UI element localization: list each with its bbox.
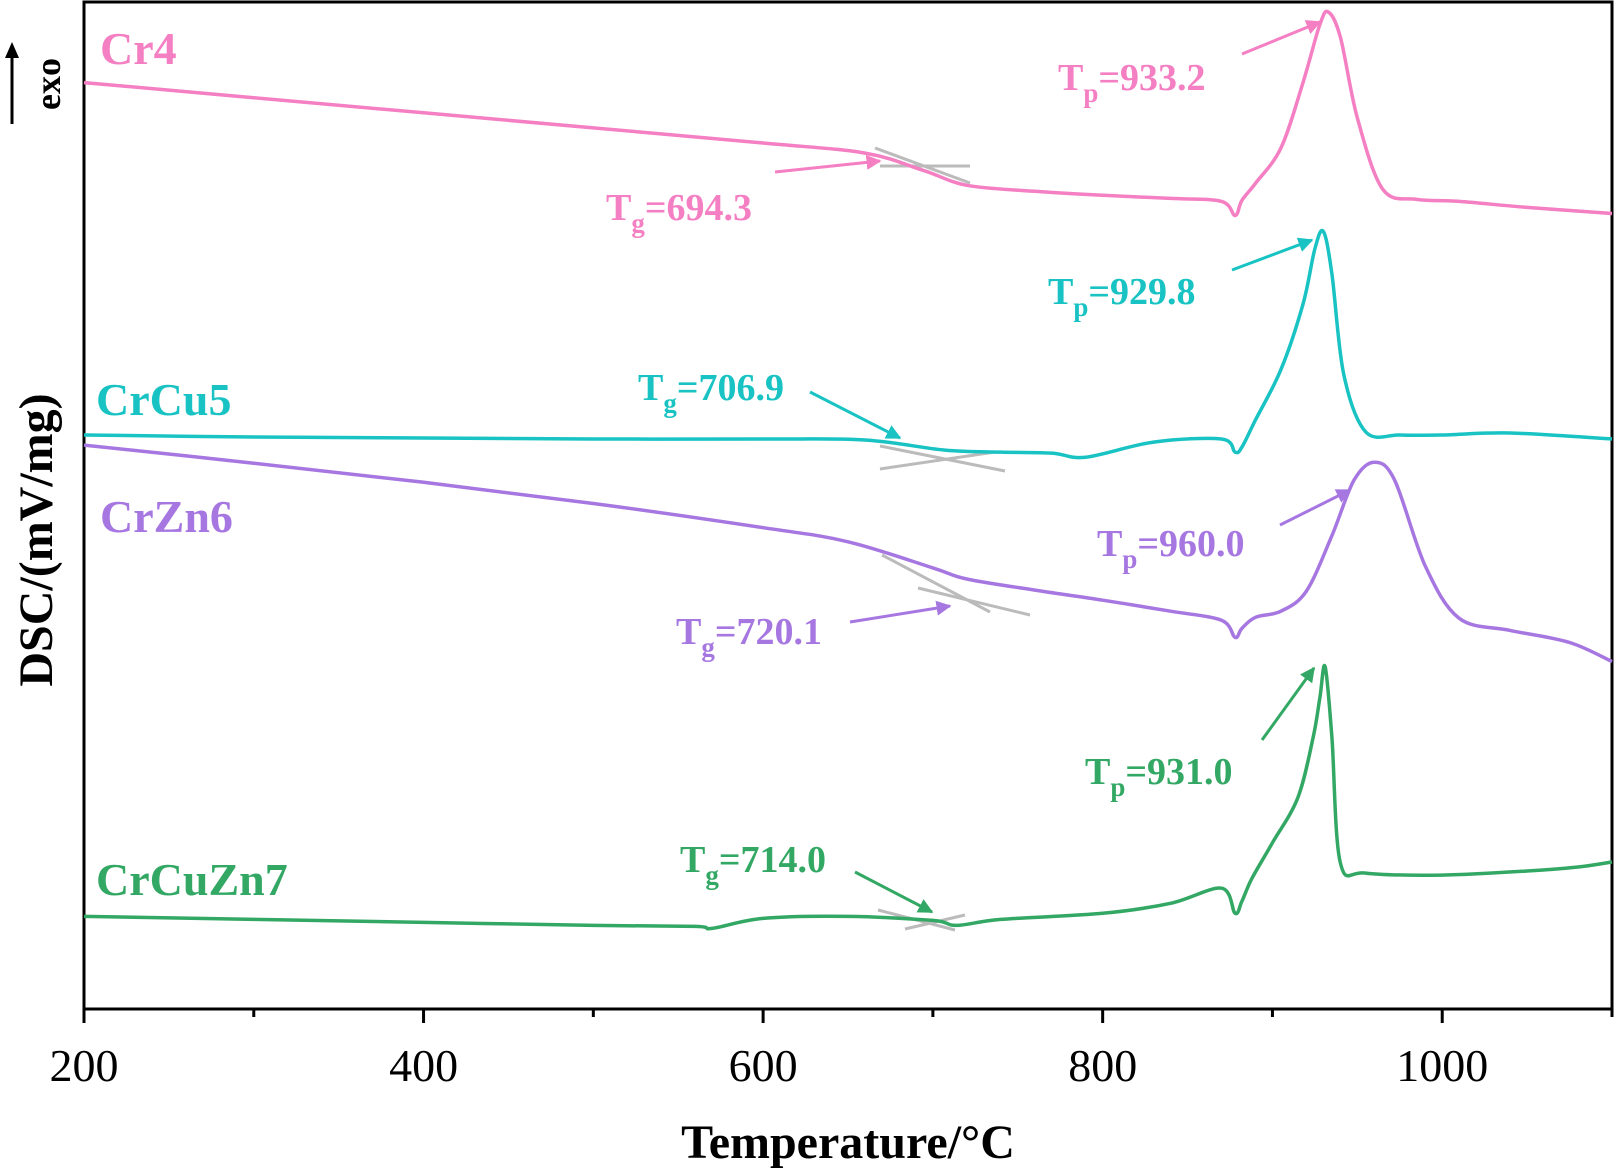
arrow-crcuzn7-tg [854,870,934,914]
annot-cr4-tp: Tp=933.2 [1058,57,1206,108]
tangent-crzn6-a [881,553,991,614]
exo-label: exo [28,58,68,110]
series-label-crcu5: CrCu5 [96,374,231,425]
x-axis-ticks [82,1009,1614,1023]
arrow-cr4-tp [1241,20,1322,56]
annot-crzn6-tp: Tp=960.0 [1097,523,1245,574]
exo-arrow-head [5,42,19,58]
exo-indicator: exo [5,42,68,124]
series-line-cr4 [83,9,1613,218]
annot-crzn6-tg: Tg=720.1 [676,611,822,662]
x-axis-title: Temperature/°C [681,1116,1015,1169]
x-tick-label-1000: 1000 [1396,1040,1488,1091]
series-line-crzn6 [83,443,1613,664]
annot-crcu5-tg: Tg=706.9 [638,367,784,418]
annot-crcu5-tp: Tp=929.8 [1048,271,1196,322]
arrow-crzn6-tg [849,600,952,624]
x-tick-label-400: 400 [389,1040,458,1091]
arrow-crcu5-tg [809,390,902,440]
tangent-crzn6-b [917,586,1031,617]
arrow-cr4-tg [774,154,882,174]
series-line-crcu5 [83,228,1613,460]
series-label-crcuzn7: CrCuZn7 [96,854,288,905]
y-axis-title: DSC/(mV/mg) [10,393,63,686]
x-tick-label-600: 600 [729,1040,798,1091]
annotations: Tg=694.3 Tp=933.2 Tg=706.9 Tp=929.8 Tg=7… [606,20,1352,914]
x-tick-label-800: 800 [1068,1040,1137,1091]
x-axis-tick-labels: 200 400 600 800 1000 [50,1040,1489,1091]
arrow-crzn6-tp [1279,488,1352,527]
plot-frame [82,0,1614,1011]
annot-cr4-tg: Tg=694.3 [606,187,752,238]
x-tick-label-200: 200 [50,1040,119,1091]
series-label-cr4: Cr4 [100,23,177,74]
series-line-crcuzn7 [83,663,1613,931]
series-lines [83,9,1613,931]
series-label-crzn6: CrZn6 [100,491,233,542]
arrow-crcuzn7-tp [1260,666,1316,741]
annot-crcuzn7-tg: Tg=714.0 [680,839,826,890]
arrow-crcu5-tp [1231,237,1314,272]
series-labels: Cr4 CrCu5 CrZn6 CrCuZn7 [96,23,288,905]
tangent-crcu5-b [879,450,996,471]
annot-crcuzn7-tp: Tp=931.0 [1085,751,1233,802]
tangent-lines [874,146,1031,932]
